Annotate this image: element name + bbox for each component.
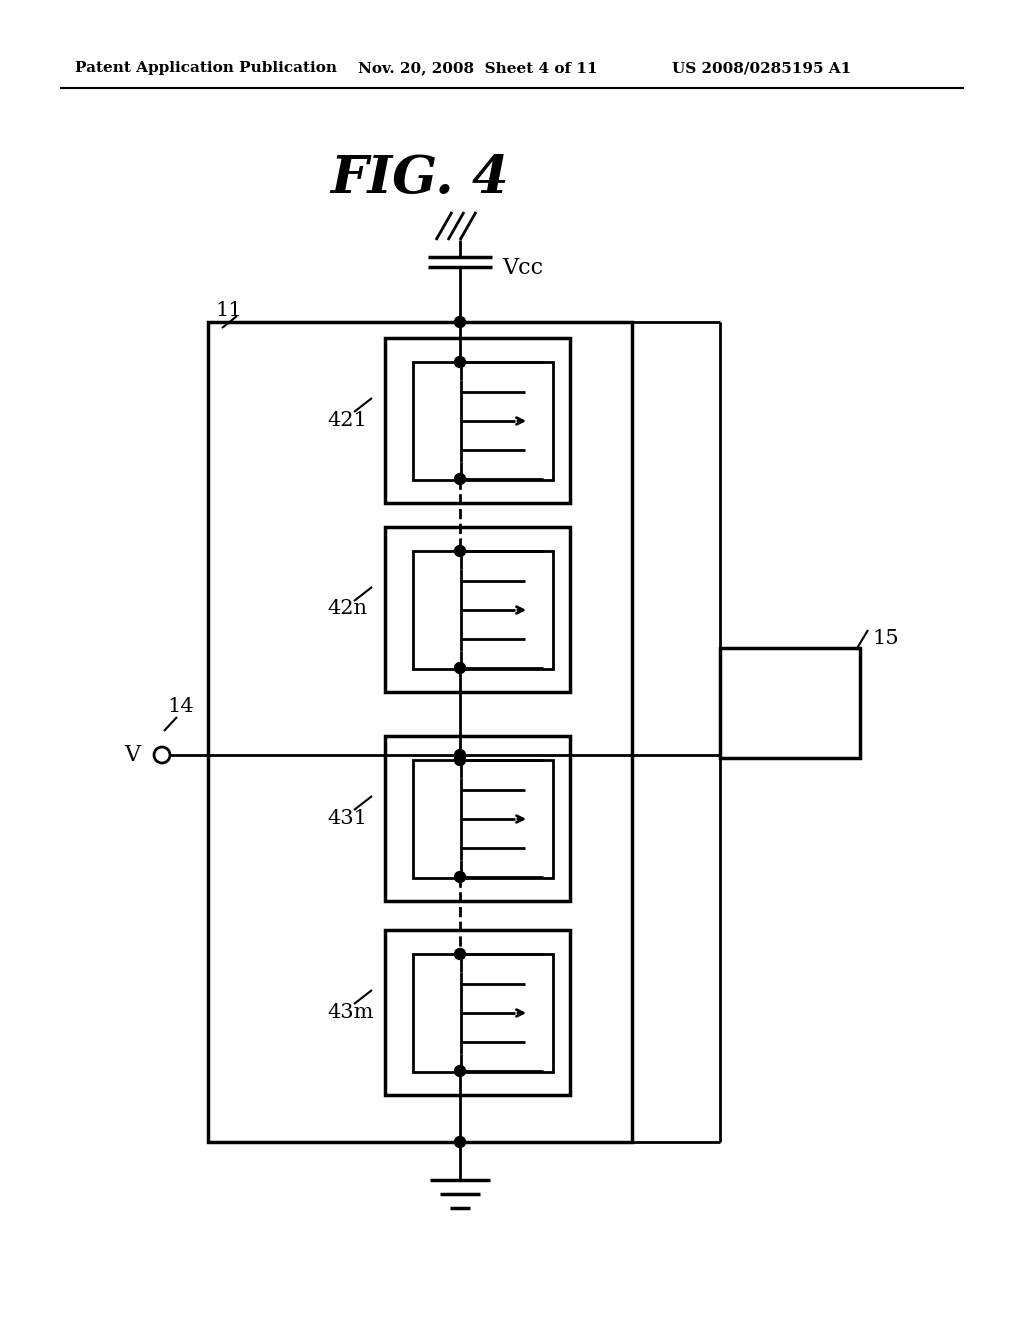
Bar — [385, 338, 570, 503]
Text: 42n: 42n — [327, 599, 367, 619]
Circle shape — [455, 755, 466, 766]
Text: 421: 421 — [327, 411, 367, 429]
Bar — [385, 931, 570, 1096]
Bar — [413, 760, 553, 878]
Text: 43m: 43m — [327, 1002, 374, 1022]
Bar — [413, 550, 553, 669]
Bar — [413, 362, 553, 480]
Text: FIG. 4: FIG. 4 — [331, 153, 509, 203]
Text: Patent Application Publication: Patent Application Publication — [75, 61, 337, 75]
Circle shape — [455, 356, 466, 367]
Text: Nov. 20, 2008  Sheet 4 of 11: Nov. 20, 2008 Sheet 4 of 11 — [358, 61, 598, 75]
Text: Vcc: Vcc — [502, 257, 543, 279]
Circle shape — [455, 1065, 466, 1077]
Bar — [413, 954, 553, 1072]
Bar — [385, 527, 570, 692]
Circle shape — [455, 317, 466, 327]
Circle shape — [455, 474, 466, 484]
Circle shape — [455, 545, 466, 557]
Text: 14: 14 — [167, 697, 194, 717]
Circle shape — [455, 663, 466, 673]
Circle shape — [455, 949, 466, 960]
Circle shape — [455, 871, 466, 883]
Text: V: V — [124, 744, 140, 766]
Bar — [385, 737, 570, 902]
Circle shape — [455, 750, 466, 760]
Bar — [208, 322, 632, 1142]
Text: US 2008/0285195 A1: US 2008/0285195 A1 — [672, 61, 851, 75]
Text: 15: 15 — [872, 628, 899, 648]
Text: 11: 11 — [215, 301, 242, 319]
Circle shape — [455, 1137, 466, 1147]
Text: 431: 431 — [327, 808, 367, 828]
Bar — [720, 648, 860, 758]
